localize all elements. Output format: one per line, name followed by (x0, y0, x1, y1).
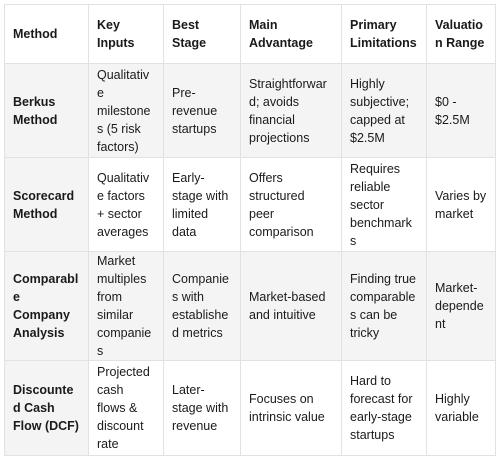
valuation-methods-table-wrapper: Method Key Inputs Best Stage Main Advant… (4, 4, 496, 456)
cell-key-inputs: Qualitative milestones (5 risk factors) (88, 63, 164, 158)
header-key-inputs: Key Inputs (88, 4, 164, 64)
cell-valuation-range: Highly variable (426, 360, 496, 456)
valuation-methods-table: Method Key Inputs Best Stage Main Advant… (4, 4, 496, 456)
cell-method: Scorecard Method (4, 157, 89, 252)
table-row: Berkus Method Qualitative milestones (5 … (4, 63, 496, 158)
cell-main-advantage: Focuses on intrinsic value (240, 360, 342, 456)
header-main-advantage: Main Advantage (240, 4, 342, 64)
table-row: Discounted Cash Flow (DCF) Projected cas… (4, 360, 496, 456)
cell-best-stage: Early-stage with limited data (163, 157, 241, 252)
cell-primary-limitations: Finding true comparables can be tricky (341, 251, 427, 361)
cell-main-advantage: Market-based and intuitive (240, 251, 342, 361)
cell-valuation-range: Varies by market (426, 157, 496, 252)
cell-best-stage: Companies with established metrics (163, 251, 241, 361)
cell-valuation-range: $0 - $2.5M (426, 63, 496, 158)
cell-best-stage: Later-stage with revenue (163, 360, 241, 456)
cell-primary-limitations: Requires reliable sector benchmarks (341, 157, 427, 252)
header-valuation-range: Valuation Range (426, 4, 496, 64)
table-header: Method Key Inputs Best Stage Main Advant… (4, 4, 496, 64)
header-primary-limitations: Primary Limitations (341, 4, 427, 64)
table-row: Scorecard Method Qualitative factors + s… (4, 157, 496, 252)
cell-key-inputs: Market multiples from similar companies (88, 251, 164, 361)
cell-method: Comparable Company Analysis (4, 251, 89, 361)
cell-key-inputs: Projected cash flows & discount rate (88, 360, 164, 456)
header-row: Method Key Inputs Best Stage Main Advant… (4, 4, 496, 64)
cell-valuation-range: Market-dependent (426, 251, 496, 361)
cell-primary-limitations: Hard to forecast for early-stage startup… (341, 360, 427, 456)
cell-main-advantage: Offers structured peer comparison (240, 157, 342, 252)
table-body: Berkus Method Qualitative milestones (5 … (4, 63, 496, 456)
cell-key-inputs: Qualitative factors + sector averages (88, 157, 164, 252)
cell-method: Discounted Cash Flow (DCF) (4, 360, 89, 456)
header-best-stage: Best Stage (163, 4, 241, 64)
cell-method: Berkus Method (4, 63, 89, 158)
table-row: Comparable Company Analysis Market multi… (4, 251, 496, 361)
cell-primary-limitations: Highly subjective; capped at $2.5M (341, 63, 427, 158)
cell-best-stage: Pre-revenue startups (163, 63, 241, 158)
cell-main-advantage: Straightforward; avoids financial projec… (240, 63, 342, 158)
header-method: Method (4, 4, 89, 64)
